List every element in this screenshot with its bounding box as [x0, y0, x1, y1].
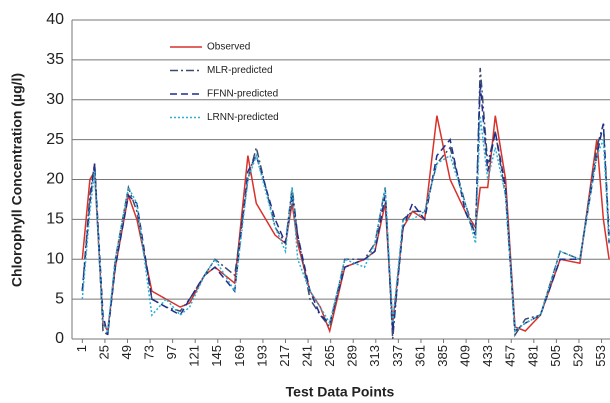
x-tick-label: 49: [119, 345, 134, 359]
y-tick-label: 20: [46, 171, 64, 188]
x-tick-label: 409: [458, 345, 473, 367]
x-tick-label: 433: [480, 345, 495, 367]
x-tick-label: 121: [187, 345, 202, 367]
x-tick-label: 145: [209, 345, 224, 367]
x-tick-label: 241: [300, 345, 315, 367]
x-tick-label: 289: [345, 345, 360, 367]
x-axis-title: Test Data Points: [286, 384, 395, 400]
x-tick-label: 505: [548, 345, 563, 367]
x-tick-label: 193: [254, 345, 269, 367]
legend-label: Observed: [207, 42, 250, 53]
series-line: [81, 83, 610, 336]
x-tick-label: 1: [74, 345, 89, 352]
x-tick-label: 25: [96, 345, 111, 359]
y-tick-label: 10: [46, 250, 64, 267]
y-tick-label: 5: [55, 290, 64, 307]
x-tick-label: 73: [142, 345, 157, 359]
legend-label: LRNN-predicted: [207, 112, 279, 123]
x-tick-label: 553: [593, 345, 608, 367]
y-axis-title: Chlorophyll Concentration (µg/l): [9, 73, 25, 287]
y-tick-label: 25: [46, 131, 64, 148]
x-tick-label: 481: [525, 345, 540, 367]
y-tick-label: 35: [46, 51, 64, 68]
legend-label: FFNN-predicted: [207, 89, 278, 100]
x-tick-label: 217: [277, 345, 292, 367]
x-tick-label: 529: [570, 345, 585, 367]
y-tick-label: 0: [55, 330, 64, 347]
series-line: [81, 67, 610, 340]
x-tick-label: 97: [164, 345, 179, 359]
y-tick-label: 30: [46, 91, 64, 108]
x-tick-label: 457: [503, 345, 518, 367]
x-tick-label: 265: [322, 345, 337, 367]
x-tick-label: 385: [435, 345, 450, 367]
x-tick-label: 313: [367, 345, 382, 367]
legend-label: MLR-predicted: [207, 65, 273, 76]
x-tick-label: 169: [232, 345, 247, 367]
x-tick-label: 361: [412, 345, 427, 367]
x-tick-label: 337: [390, 345, 405, 367]
y-tick-label: 40: [46, 11, 64, 28]
y-tick-label: 15: [46, 211, 64, 228]
